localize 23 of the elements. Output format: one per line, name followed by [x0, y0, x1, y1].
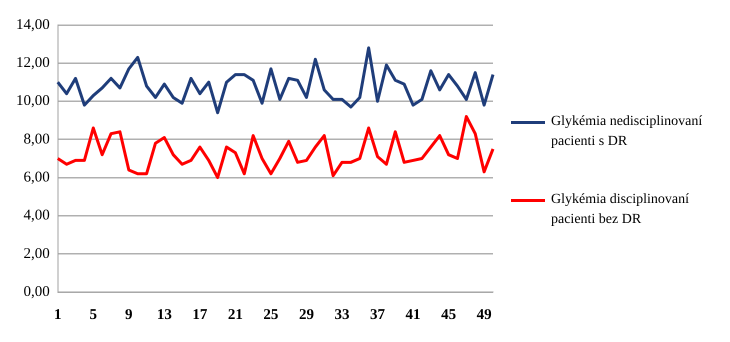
x-tick-label: 41	[406, 306, 421, 323]
x-tick-label: 25	[263, 306, 278, 323]
legend-label: Glykémia nedisciplinovaní pacienti s DR	[551, 113, 704, 151]
x-tick-label: 17	[192, 306, 208, 323]
y-tick-label: 12,00	[16, 55, 50, 72]
x-tick-label: 33	[334, 306, 350, 323]
x-tick-label: 1	[54, 306, 62, 323]
x-tick-label: 5	[90, 306, 98, 323]
x-tick-label: 9	[125, 306, 133, 323]
y-tick-label: 10,00	[16, 93, 50, 110]
x-tick-label: 29	[298, 306, 314, 323]
y-tick-label: 2,00	[24, 246, 50, 262]
x-tick-label: 37	[370, 306, 386, 323]
y-tick-label: 4,00	[24, 208, 50, 224]
y-tick-label: 6,00	[24, 170, 50, 186]
x-tick-label: 49	[476, 306, 492, 323]
y-tick-label: 14,00	[16, 16, 50, 33]
y-tick-label: 8,00	[24, 131, 50, 148]
x-tick-label: 21	[228, 306, 243, 323]
x-tick-label: 45	[441, 306, 456, 323]
x-tick-label: 13	[156, 306, 172, 323]
legend-label: Glykémia disciplinovaní pacienti bez DR	[551, 191, 690, 229]
y-tick-label: 0,00	[24, 284, 50, 300]
